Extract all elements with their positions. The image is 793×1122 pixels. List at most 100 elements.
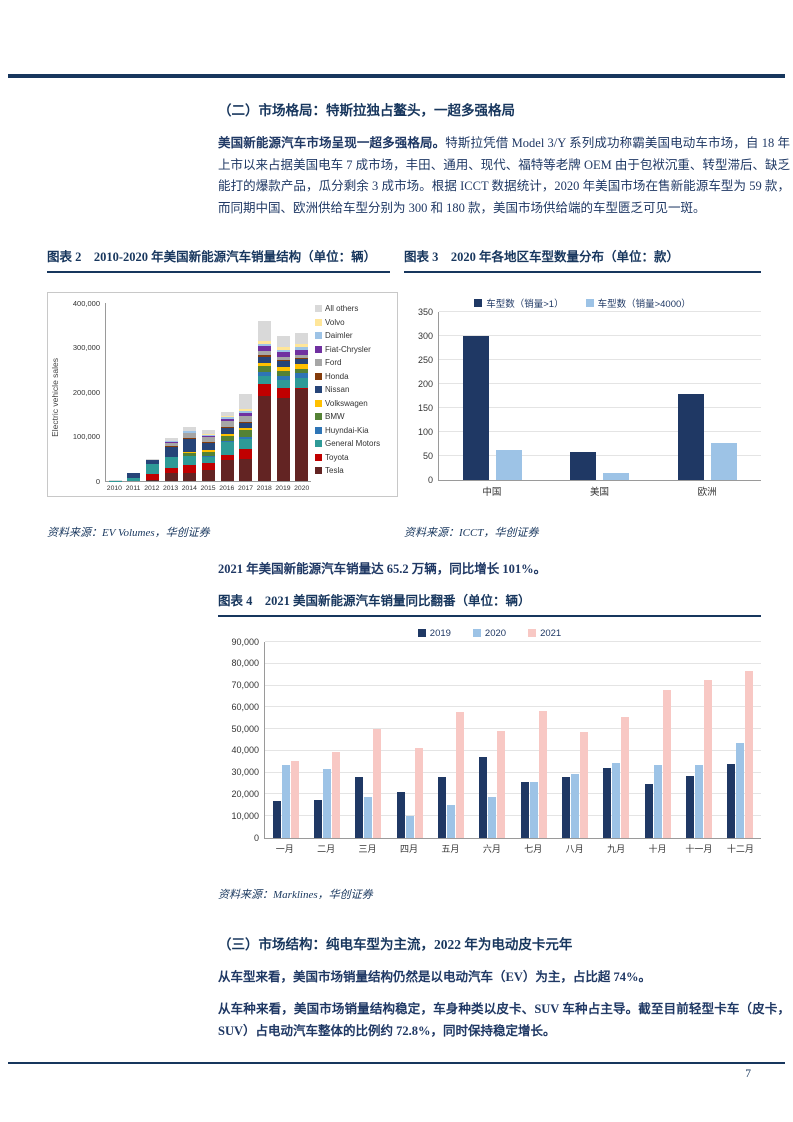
legend-label: Ford (325, 358, 342, 367)
bar (538, 710, 547, 838)
gridline (265, 662, 761, 664)
bar-segment (257, 375, 271, 385)
stacked-bar (108, 480, 122, 481)
bar (488, 796, 497, 838)
legend-label: Toyota (325, 452, 349, 462)
bar-segment (239, 458, 253, 481)
bar (612, 762, 621, 838)
bar-segment (257, 366, 271, 373)
bar-segment (202, 456, 216, 457)
x-tick-label: 2018 (256, 485, 272, 492)
bar (653, 765, 662, 838)
bar-group (355, 729, 382, 838)
legend-label: 2020 (484, 627, 507, 639)
legend-label: Nissan (325, 385, 350, 394)
figure2-stacked-bar-chart: Electric vehicle sales 0 100,000 200,000 300… (47, 292, 398, 497)
bar-group (396, 747, 423, 838)
bar-segment (276, 380, 290, 388)
legend-swatch (315, 467, 322, 474)
x-tick-label: 2016 (219, 485, 235, 492)
stacked-bar (164, 437, 178, 481)
bar-segment (146, 474, 160, 480)
stacked-bar (295, 333, 309, 481)
x-tick-label: 九月 (607, 844, 626, 854)
y-tick-label: 70,000 (231, 680, 259, 691)
bar-segment (146, 459, 160, 464)
legend-swatch (528, 629, 537, 637)
stacked-bar (183, 426, 197, 481)
legend-item: 车型数（销量>1） (474, 296, 564, 310)
bar-segment (202, 442, 216, 451)
bar (621, 717, 630, 838)
bar-segment (220, 434, 234, 436)
bar-segment (239, 412, 253, 417)
figure2-title: 图表 2 2010-2020 年美国新能源汽车销量结构（单位：辆） (47, 248, 390, 273)
page-number: 7 (745, 1068, 751, 1080)
bar-segment (295, 368, 309, 374)
y-tick-label: 90,000 (231, 636, 259, 647)
bar-segment (295, 344, 309, 348)
figure3-source: 资料来源：ICCT，华创证券 (404, 527, 539, 539)
bar-segment (202, 450, 216, 452)
gridline (265, 684, 761, 686)
legend-item: 2020 (472, 627, 507, 639)
legend-swatch (315, 332, 322, 339)
bar-segment (183, 437, 197, 439)
y-tick-label: 350 (417, 306, 433, 317)
bar-group (272, 760, 299, 838)
x-tick-label: 2013 (163, 485, 179, 492)
legend-item: Volkswagen (315, 398, 393, 409)
bar-segment (202, 429, 216, 435)
gridline (439, 383, 761, 384)
x-tick-label: 美国 (590, 487, 610, 498)
bar (281, 765, 290, 838)
bar (745, 671, 754, 838)
y-tick-label: 0 (253, 832, 259, 843)
bar-segment (164, 437, 178, 442)
bar-segment (295, 373, 309, 379)
bar-segment (220, 442, 234, 456)
gridline (439, 335, 761, 336)
bar-segment (257, 363, 271, 367)
bar (496, 449, 523, 480)
legend-swatch (315, 399, 322, 407)
gridline (265, 728, 761, 730)
y-tick-label: 0 (427, 474, 433, 485)
header-rule (8, 74, 785, 78)
legend-swatch (585, 299, 594, 307)
legend-label: 2019 (429, 627, 451, 639)
gridline (265, 771, 761, 773)
bar (570, 773, 579, 838)
bar-group (561, 732, 588, 838)
legend-item: Fiat-Chrysler (315, 344, 393, 355)
legend-label: 车型数（销量>1） (486, 299, 564, 310)
legend-swatch (472, 629, 481, 637)
bar-segment (257, 372, 271, 376)
bar (570, 451, 597, 480)
bar-segment (257, 384, 271, 397)
legend-item: 2021 (528, 628, 561, 639)
bar-segment (276, 347, 290, 350)
plot-area (105, 303, 311, 482)
bar-segment (220, 426, 234, 428)
x-tick-label: 十二月 (726, 844, 754, 854)
bar-segment (239, 438, 253, 450)
x-tick-label: 中国 (482, 487, 502, 498)
bar-segment (183, 453, 197, 456)
bar-group (313, 751, 340, 838)
bar-group (727, 671, 754, 838)
x-tick-label: 二月 (317, 844, 336, 854)
bar-segment (295, 347, 309, 350)
x-tick-label: 2020 (294, 485, 310, 492)
y-tick-label: 20,000 (231, 788, 259, 799)
legend-label: Volvo (325, 317, 345, 327)
x-tick-label: 欧洲 (697, 487, 717, 498)
bar-segment (220, 435, 234, 442)
legend-item: 2019 (417, 627, 451, 639)
bar-segment (202, 434, 216, 437)
bar-segment (257, 320, 271, 342)
legend-item: Toyota (315, 452, 393, 463)
bar-segment (127, 477, 141, 481)
legend-label: All others (325, 304, 359, 313)
